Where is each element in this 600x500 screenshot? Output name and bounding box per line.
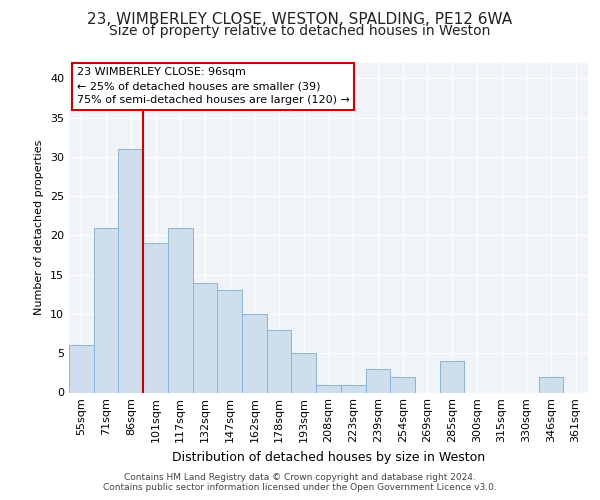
Bar [143, 243, 168, 392]
Text: Size of property relative to detached houses in Weston: Size of property relative to detached ho… [109, 24, 491, 38]
Bar [390, 377, 415, 392]
Bar [69, 346, 94, 393]
Text: Contains HM Land Registry data © Crown copyright and database right 2024.: Contains HM Land Registry data © Crown c… [124, 472, 476, 482]
Text: 23, WIMBERLEY CLOSE, WESTON, SPALDING, PE12 6WA: 23, WIMBERLEY CLOSE, WESTON, SPALDING, P… [88, 12, 512, 28]
Bar [94, 228, 118, 392]
Bar [118, 149, 143, 392]
Bar [168, 228, 193, 392]
Bar [193, 282, 217, 393]
Bar [365, 369, 390, 392]
Bar [267, 330, 292, 392]
Bar [217, 290, 242, 392]
Bar [341, 384, 365, 392]
Text: 23 WIMBERLEY CLOSE: 96sqm
← 25% of detached houses are smaller (39)
75% of semi-: 23 WIMBERLEY CLOSE: 96sqm ← 25% of detac… [77, 68, 350, 106]
Bar [292, 353, 316, 393]
Y-axis label: Number of detached properties: Number of detached properties [34, 140, 44, 315]
Text: Contains public sector information licensed under the Open Government Licence v3: Contains public sector information licen… [103, 484, 497, 492]
Bar [539, 377, 563, 392]
Bar [440, 361, 464, 392]
X-axis label: Distribution of detached houses by size in Weston: Distribution of detached houses by size … [172, 450, 485, 464]
Bar [316, 384, 341, 392]
Bar [242, 314, 267, 392]
